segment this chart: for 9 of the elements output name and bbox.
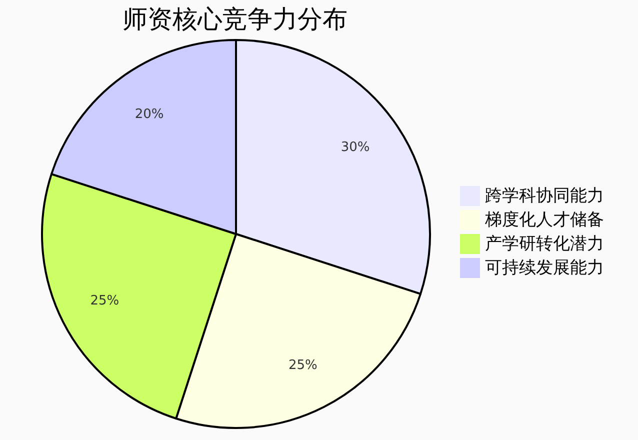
legend-label: 梯度化人才储备 <box>484 210 604 230</box>
chart-title: 师资核心竞争力分布 <box>122 4 348 34</box>
legend-label: 跨学科协同能力 <box>485 186 604 206</box>
data-label: 25% <box>90 293 120 308</box>
data-label: 20% <box>134 107 164 122</box>
data-label: 25% <box>288 358 318 373</box>
data-label: 30% <box>340 140 370 155</box>
legend-label: 产学研转化潜力 <box>485 234 604 254</box>
legend-label: 可持续发展能力 <box>485 258 604 278</box>
